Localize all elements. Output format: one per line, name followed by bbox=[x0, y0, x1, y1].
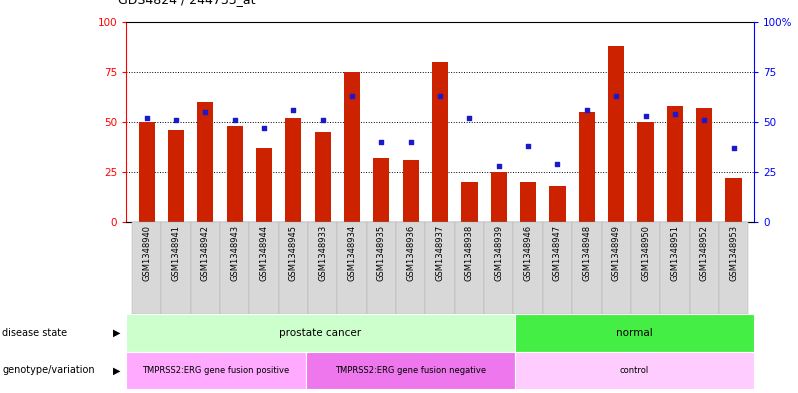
Point bbox=[228, 117, 241, 123]
Bar bbox=[631, 222, 660, 314]
Point bbox=[522, 143, 535, 149]
Point bbox=[405, 139, 417, 145]
Bar bbox=[191, 222, 220, 314]
Point bbox=[140, 115, 153, 121]
Text: GSM1348953: GSM1348953 bbox=[729, 225, 738, 281]
Point bbox=[669, 111, 681, 117]
Bar bbox=[396, 222, 425, 314]
Bar bbox=[549, 186, 566, 222]
Point bbox=[610, 93, 622, 99]
Text: GSM1348936: GSM1348936 bbox=[406, 225, 415, 281]
Text: GSM1348941: GSM1348941 bbox=[172, 225, 180, 281]
Text: genotype/variation: genotype/variation bbox=[2, 365, 95, 375]
Bar bbox=[139, 122, 155, 222]
Bar bbox=[306, 352, 515, 389]
Bar bbox=[725, 178, 741, 222]
Text: GSM1348942: GSM1348942 bbox=[201, 225, 210, 281]
Bar bbox=[373, 158, 389, 222]
Point bbox=[697, 117, 710, 123]
Text: disease state: disease state bbox=[2, 328, 68, 338]
Bar bbox=[667, 106, 683, 222]
Bar bbox=[432, 62, 448, 222]
Bar bbox=[403, 160, 419, 222]
Bar bbox=[543, 222, 572, 314]
Bar bbox=[515, 314, 754, 352]
Text: GSM1348944: GSM1348944 bbox=[259, 225, 268, 281]
Point bbox=[727, 145, 740, 151]
Bar bbox=[338, 222, 367, 314]
Point bbox=[316, 117, 329, 123]
Text: GSM1348949: GSM1348949 bbox=[612, 225, 621, 281]
Bar bbox=[608, 46, 624, 222]
Bar bbox=[132, 222, 161, 314]
Text: GSM1348943: GSM1348943 bbox=[230, 225, 239, 281]
Point bbox=[258, 125, 271, 131]
Point bbox=[580, 107, 593, 113]
Text: GSM1348948: GSM1348948 bbox=[583, 225, 591, 281]
Bar bbox=[579, 112, 595, 222]
Bar bbox=[513, 222, 543, 314]
Point bbox=[199, 108, 211, 115]
Bar bbox=[126, 314, 515, 352]
Bar bbox=[227, 126, 243, 222]
Point bbox=[551, 161, 564, 167]
Text: GSM1348945: GSM1348945 bbox=[289, 225, 298, 281]
Text: GSM1348951: GSM1348951 bbox=[670, 225, 679, 281]
Bar bbox=[696, 108, 713, 222]
Text: GSM1348950: GSM1348950 bbox=[641, 225, 650, 281]
Bar bbox=[660, 222, 689, 314]
Text: normal: normal bbox=[616, 328, 653, 338]
Text: GDS4824 / 244733_at: GDS4824 / 244733_at bbox=[118, 0, 255, 6]
Text: GSM1348952: GSM1348952 bbox=[700, 225, 709, 281]
Text: TMPRSS2:ERG gene fusion negative: TMPRSS2:ERG gene fusion negative bbox=[334, 366, 486, 375]
Text: GSM1348940: GSM1348940 bbox=[142, 225, 151, 281]
Bar bbox=[638, 122, 654, 222]
Bar bbox=[279, 222, 308, 314]
Bar bbox=[367, 222, 396, 314]
Bar bbox=[249, 222, 279, 314]
Point bbox=[463, 115, 476, 121]
Text: GSM1348946: GSM1348946 bbox=[523, 225, 532, 281]
Point bbox=[170, 117, 183, 123]
Bar bbox=[719, 222, 749, 314]
Text: ▶: ▶ bbox=[113, 328, 120, 338]
Bar bbox=[425, 222, 455, 314]
Bar bbox=[220, 222, 249, 314]
Bar bbox=[161, 222, 191, 314]
Text: GSM1348939: GSM1348939 bbox=[494, 225, 504, 281]
Point bbox=[434, 93, 447, 99]
Point bbox=[375, 139, 388, 145]
Text: GSM1348933: GSM1348933 bbox=[318, 225, 327, 281]
Bar bbox=[256, 148, 272, 222]
Bar bbox=[455, 222, 484, 314]
Bar bbox=[344, 72, 360, 222]
Text: TMPRSS2:ERG gene fusion positive: TMPRSS2:ERG gene fusion positive bbox=[142, 366, 290, 375]
Bar bbox=[197, 102, 213, 222]
Text: prostate cancer: prostate cancer bbox=[279, 328, 361, 338]
Bar bbox=[515, 352, 754, 389]
Text: GSM1348934: GSM1348934 bbox=[348, 225, 357, 281]
Point bbox=[492, 163, 505, 169]
Bar bbox=[314, 132, 331, 222]
Point bbox=[346, 93, 358, 99]
Text: GSM1348937: GSM1348937 bbox=[436, 225, 444, 281]
Text: control: control bbox=[620, 366, 649, 375]
Bar bbox=[286, 118, 302, 222]
Bar bbox=[602, 222, 631, 314]
Point bbox=[639, 113, 652, 119]
Bar bbox=[520, 182, 536, 222]
Text: ▶: ▶ bbox=[113, 365, 120, 375]
Text: GSM1348938: GSM1348938 bbox=[465, 225, 474, 281]
Bar bbox=[689, 222, 719, 314]
Point bbox=[287, 107, 300, 113]
Bar bbox=[572, 222, 602, 314]
Bar bbox=[168, 130, 184, 222]
Bar bbox=[126, 352, 306, 389]
Text: GSM1348947: GSM1348947 bbox=[553, 225, 562, 281]
Bar bbox=[461, 182, 477, 222]
Bar bbox=[308, 222, 338, 314]
Text: GSM1348935: GSM1348935 bbox=[377, 225, 386, 281]
Bar bbox=[491, 172, 507, 222]
Bar bbox=[484, 222, 513, 314]
